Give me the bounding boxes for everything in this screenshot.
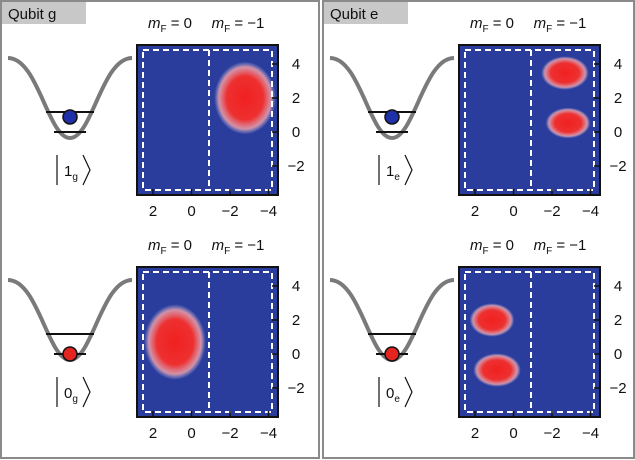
x-tick-label: −4: [260, 425, 277, 442]
ket-subscript: e: [394, 394, 400, 405]
x-tick-label: −4: [260, 203, 277, 220]
symbol: m: [470, 15, 483, 32]
ket-number: 1: [64, 163, 72, 180]
symbol: m: [534, 237, 547, 254]
rest: = −1: [230, 237, 264, 254]
ket-subscript: g: [72, 172, 78, 183]
plot: mF = 0 mF = −1 4 2 0 −2 2 0 −2 −4 1e: [330, 15, 627, 220]
x-tick-label: 0: [187, 203, 195, 220]
image-frame: [459, 267, 600, 417]
ket-number: 0: [386, 385, 394, 402]
y-tick-label: 0: [292, 124, 300, 141]
atom-cloud: [546, 108, 591, 139]
x-tick-label: 0: [187, 425, 195, 442]
column-header: mF = −1: [212, 15, 265, 35]
y-tick-label: 0: [292, 346, 300, 363]
ket-subscript: g: [72, 394, 78, 405]
x-tick-label: −2: [543, 425, 560, 442]
ket-label: 1e: [386, 163, 400, 183]
rest: = −1: [230, 15, 264, 32]
y-tick-label: 4: [292, 56, 300, 73]
x-tick-label: 2: [471, 203, 479, 220]
rest: = −1: [552, 15, 586, 32]
column-header: mF = 0: [148, 237, 192, 257]
atom-cloud: [541, 56, 589, 90]
ket-bracket: [83, 377, 90, 407]
rest: = 0: [489, 237, 514, 254]
atom-cloud: [470, 303, 515, 337]
ket-bracket: [405, 377, 412, 407]
rest: = 0: [167, 237, 192, 254]
x-tick-label: −4: [582, 203, 599, 220]
potential-well: [8, 58, 132, 138]
x-tick-label: −4: [582, 425, 599, 442]
x-tick-label: 0: [509, 203, 517, 220]
y-tick-label: 2: [292, 312, 300, 329]
y-tick-label: 0: [614, 346, 622, 363]
ket-label: 0e: [386, 385, 400, 405]
y-tick-label: −2: [287, 158, 304, 175]
column-header: mF = 0: [470, 237, 514, 257]
y-tick-label: 2: [614, 90, 622, 107]
x-tick-label: 2: [149, 425, 157, 442]
x-tick-label: 2: [471, 425, 479, 442]
rest: = −1: [552, 237, 586, 254]
panel-title: Qubit g: [8, 6, 56, 23]
ket-subscript: e: [394, 172, 400, 183]
symbol: m: [534, 15, 547, 32]
column-header: mF = −1: [212, 237, 265, 257]
symbol: m: [212, 237, 225, 254]
x-tick-label: −2: [543, 203, 560, 220]
x-tick-label: 0: [509, 425, 517, 442]
rest: = 0: [489, 15, 514, 32]
ket-number: 1: [386, 163, 394, 180]
ket-label: 0g: [64, 385, 78, 405]
y-tick-label: 0: [614, 124, 622, 141]
y-tick-label: −2: [287, 380, 304, 397]
x-tick-label: 2: [149, 203, 157, 220]
y-tick-label: 2: [614, 312, 622, 329]
column-header: mF = 0: [470, 15, 514, 35]
plot: mF = 0 mF = −1 4 2 0 −2 2 0 −2 −4 1g: [8, 15, 305, 220]
atom: [385, 110, 399, 124]
x-tick-label: −2: [221, 425, 238, 442]
ket-number: 0: [64, 385, 72, 402]
ket-bracket: [83, 155, 90, 185]
atom-cloud: [214, 62, 276, 135]
symbol: m: [212, 15, 225, 32]
atom: [385, 347, 399, 361]
atom: [63, 110, 77, 124]
y-tick-label: 4: [292, 278, 300, 295]
column-header: mF = −1: [534, 237, 587, 257]
rest: = 0: [167, 15, 192, 32]
atom: [63, 347, 77, 361]
y-tick-label: 4: [614, 278, 622, 295]
y-tick-label: −2: [609, 158, 626, 175]
figure: Qubit gmF = 0mF = −1420−220−2−41gmF = 0m…: [0, 0, 635, 460]
y-tick-label: −2: [609, 380, 626, 397]
atom-cloud: [473, 353, 521, 387]
column-header: mF = 0: [148, 15, 192, 35]
atom-cloud: [144, 304, 206, 380]
ket-bracket: [405, 155, 412, 185]
ket-label: 1g: [64, 163, 78, 183]
symbol: m: [148, 15, 161, 32]
column-header: mF = −1: [534, 15, 587, 35]
symbol: m: [148, 237, 161, 254]
y-tick-label: 2: [292, 90, 300, 107]
y-tick-label: 4: [614, 56, 622, 73]
potential-well: [330, 58, 454, 138]
symbol: m: [470, 237, 483, 254]
x-tick-label: −2: [221, 203, 238, 220]
panel-title: Qubit e: [330, 6, 378, 23]
